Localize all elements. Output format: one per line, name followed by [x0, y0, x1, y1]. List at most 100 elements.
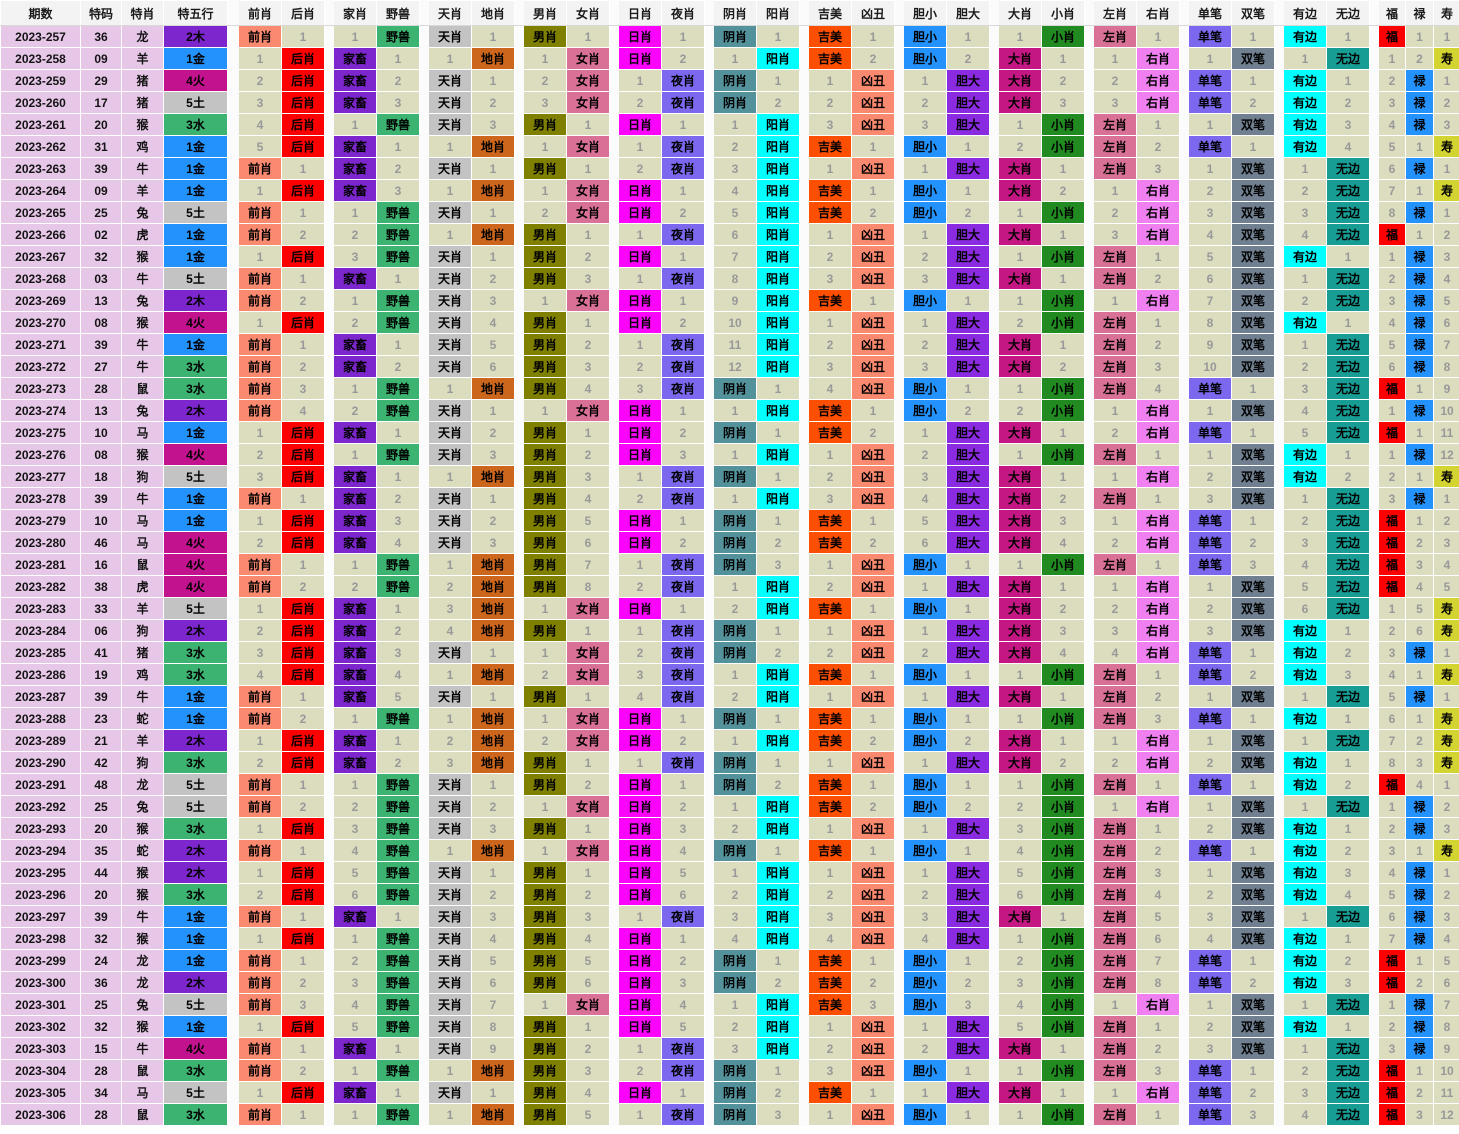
miss-count-cell: 2 [1042, 356, 1085, 378]
hit-label-cell: 后肖 [282, 664, 325, 686]
group-spacer [895, 664, 904, 686]
hit-label-cell: 右肖 [1137, 202, 1180, 224]
hit-label-cell: 日肖 [619, 928, 662, 950]
hit-label-cell: 前肖 [239, 334, 282, 356]
miss-count-cell: 7 [714, 246, 757, 268]
miss-count-cell: 8 [1434, 1016, 1459, 1038]
miss-count-cell: 1 [809, 686, 852, 708]
miss-count-cell: 1 [1406, 950, 1434, 972]
hit-label-cell: 胆小 [904, 400, 947, 422]
group-spacer [610, 378, 619, 400]
group-spacer [420, 532, 429, 554]
miss-count-cell: 1 [1434, 642, 1459, 664]
group-spacer [515, 840, 524, 862]
hit-label-cell: 左肖 [1094, 356, 1137, 378]
hit-label-cell: 女肖 [567, 730, 610, 752]
hit-label-cell: 右肖 [1137, 620, 1180, 642]
miss-count-cell: 2 [472, 92, 515, 114]
group-spacer [1275, 994, 1284, 1016]
miss-count-cell: 1 [1094, 400, 1137, 422]
group-spacer [1085, 1082, 1094, 1104]
hit-label-cell: 禄 [1406, 312, 1434, 334]
group-spacer [420, 1082, 429, 1104]
miss-count-cell: 2 [999, 950, 1042, 972]
miss-count-cell: 5 [1284, 422, 1327, 444]
miss-count-cell: 1 [757, 950, 800, 972]
group-spacer [228, 70, 239, 92]
miss-count-cell: 2 [999, 312, 1042, 334]
group-spacer [1370, 730, 1379, 752]
hit-label-cell: 双笔 [1232, 1016, 1275, 1038]
group-spacer [800, 620, 809, 642]
wuxing-cell: 5土 [164, 774, 228, 796]
miss-count-cell: 6 [567, 532, 610, 554]
miss-count-cell: 1 [1284, 994, 1327, 1016]
miss-count-cell: 5 [1379, 686, 1406, 708]
miss-count-cell: 2 [1232, 1082, 1275, 1104]
miss-count-cell: 1 [1327, 312, 1370, 334]
group-spacer [1180, 818, 1189, 840]
special-number-cell: 20 [81, 884, 122, 906]
miss-count-cell: 1 [947, 554, 990, 576]
group-spacer [990, 994, 999, 1016]
wuxing-cell: 5土 [164, 92, 228, 114]
header-spacer [800, 1, 809, 26]
group-spacer [1370, 400, 1379, 422]
group-spacer [420, 884, 429, 906]
group-spacer [1085, 906, 1094, 928]
hit-label-cell: 前肖 [239, 774, 282, 796]
group-spacer [610, 598, 619, 620]
hit-label-cell: 后肖 [282, 1016, 325, 1038]
miss-count-cell: 2 [1094, 752, 1137, 774]
hit-label-cell: 胆小 [904, 290, 947, 312]
group-spacer [895, 576, 904, 598]
group-spacer [228, 1060, 239, 1082]
group-spacer [610, 774, 619, 796]
hit-label-cell: 双笔 [1232, 312, 1275, 334]
miss-count-cell: 2 [239, 70, 282, 92]
miss-count-cell: 3 [904, 268, 947, 290]
hit-label-cell: 野兽 [377, 1060, 420, 1082]
special-zodiac-cell: 马 [122, 510, 164, 532]
hit-label-cell: 后肖 [282, 180, 325, 202]
group-spacer [325, 510, 334, 532]
miss-count-cell: 1 [852, 598, 895, 620]
group-spacer [705, 884, 714, 906]
hit-label-cell: 阳肖 [757, 928, 800, 950]
wuxing-cell: 3水 [164, 818, 228, 840]
group-spacer [610, 334, 619, 356]
group-spacer [705, 906, 714, 928]
group-spacer [325, 378, 334, 400]
miss-count-cell: 3 [429, 752, 472, 774]
miss-count-cell: 1 [1327, 752, 1370, 774]
hit-label-cell: 右肖 [1137, 1082, 1180, 1104]
hit-label-cell: 地肖 [472, 752, 515, 774]
group-spacer [990, 576, 999, 598]
miss-count-cell: 1 [1327, 70, 1370, 92]
special-number-cell: 33 [81, 598, 122, 620]
miss-count-cell: 3 [472, 906, 515, 928]
group-spacer [610, 862, 619, 884]
hit-label-cell: 单笔 [1189, 532, 1232, 554]
wuxing-cell: 1金 [164, 48, 228, 70]
hit-label-cell: 野兽 [377, 774, 420, 796]
hit-label-cell: 家畜 [334, 70, 377, 92]
hit-label-cell: 胆小 [904, 1060, 947, 1082]
miss-count-cell: 1 [714, 664, 757, 686]
hit-label-cell: 胆大 [947, 466, 990, 488]
column-header: 有边 [1284, 1, 1327, 26]
miss-count-cell: 2 [662, 48, 705, 70]
miss-count-cell: 4 [1379, 664, 1406, 686]
miss-count-cell: 3 [714, 906, 757, 928]
hit-label-cell: 天肖 [429, 312, 472, 334]
hit-label-cell: 单笔 [1189, 1082, 1232, 1104]
group-spacer [228, 642, 239, 664]
group-spacer [1275, 48, 1284, 70]
miss-count-cell: 2 [1189, 1016, 1232, 1038]
hit-label-cell: 男肖 [524, 334, 567, 356]
column-header: 野兽 [377, 1, 420, 26]
group-spacer [325, 356, 334, 378]
miss-count-cell: 1 [1434, 686, 1459, 708]
